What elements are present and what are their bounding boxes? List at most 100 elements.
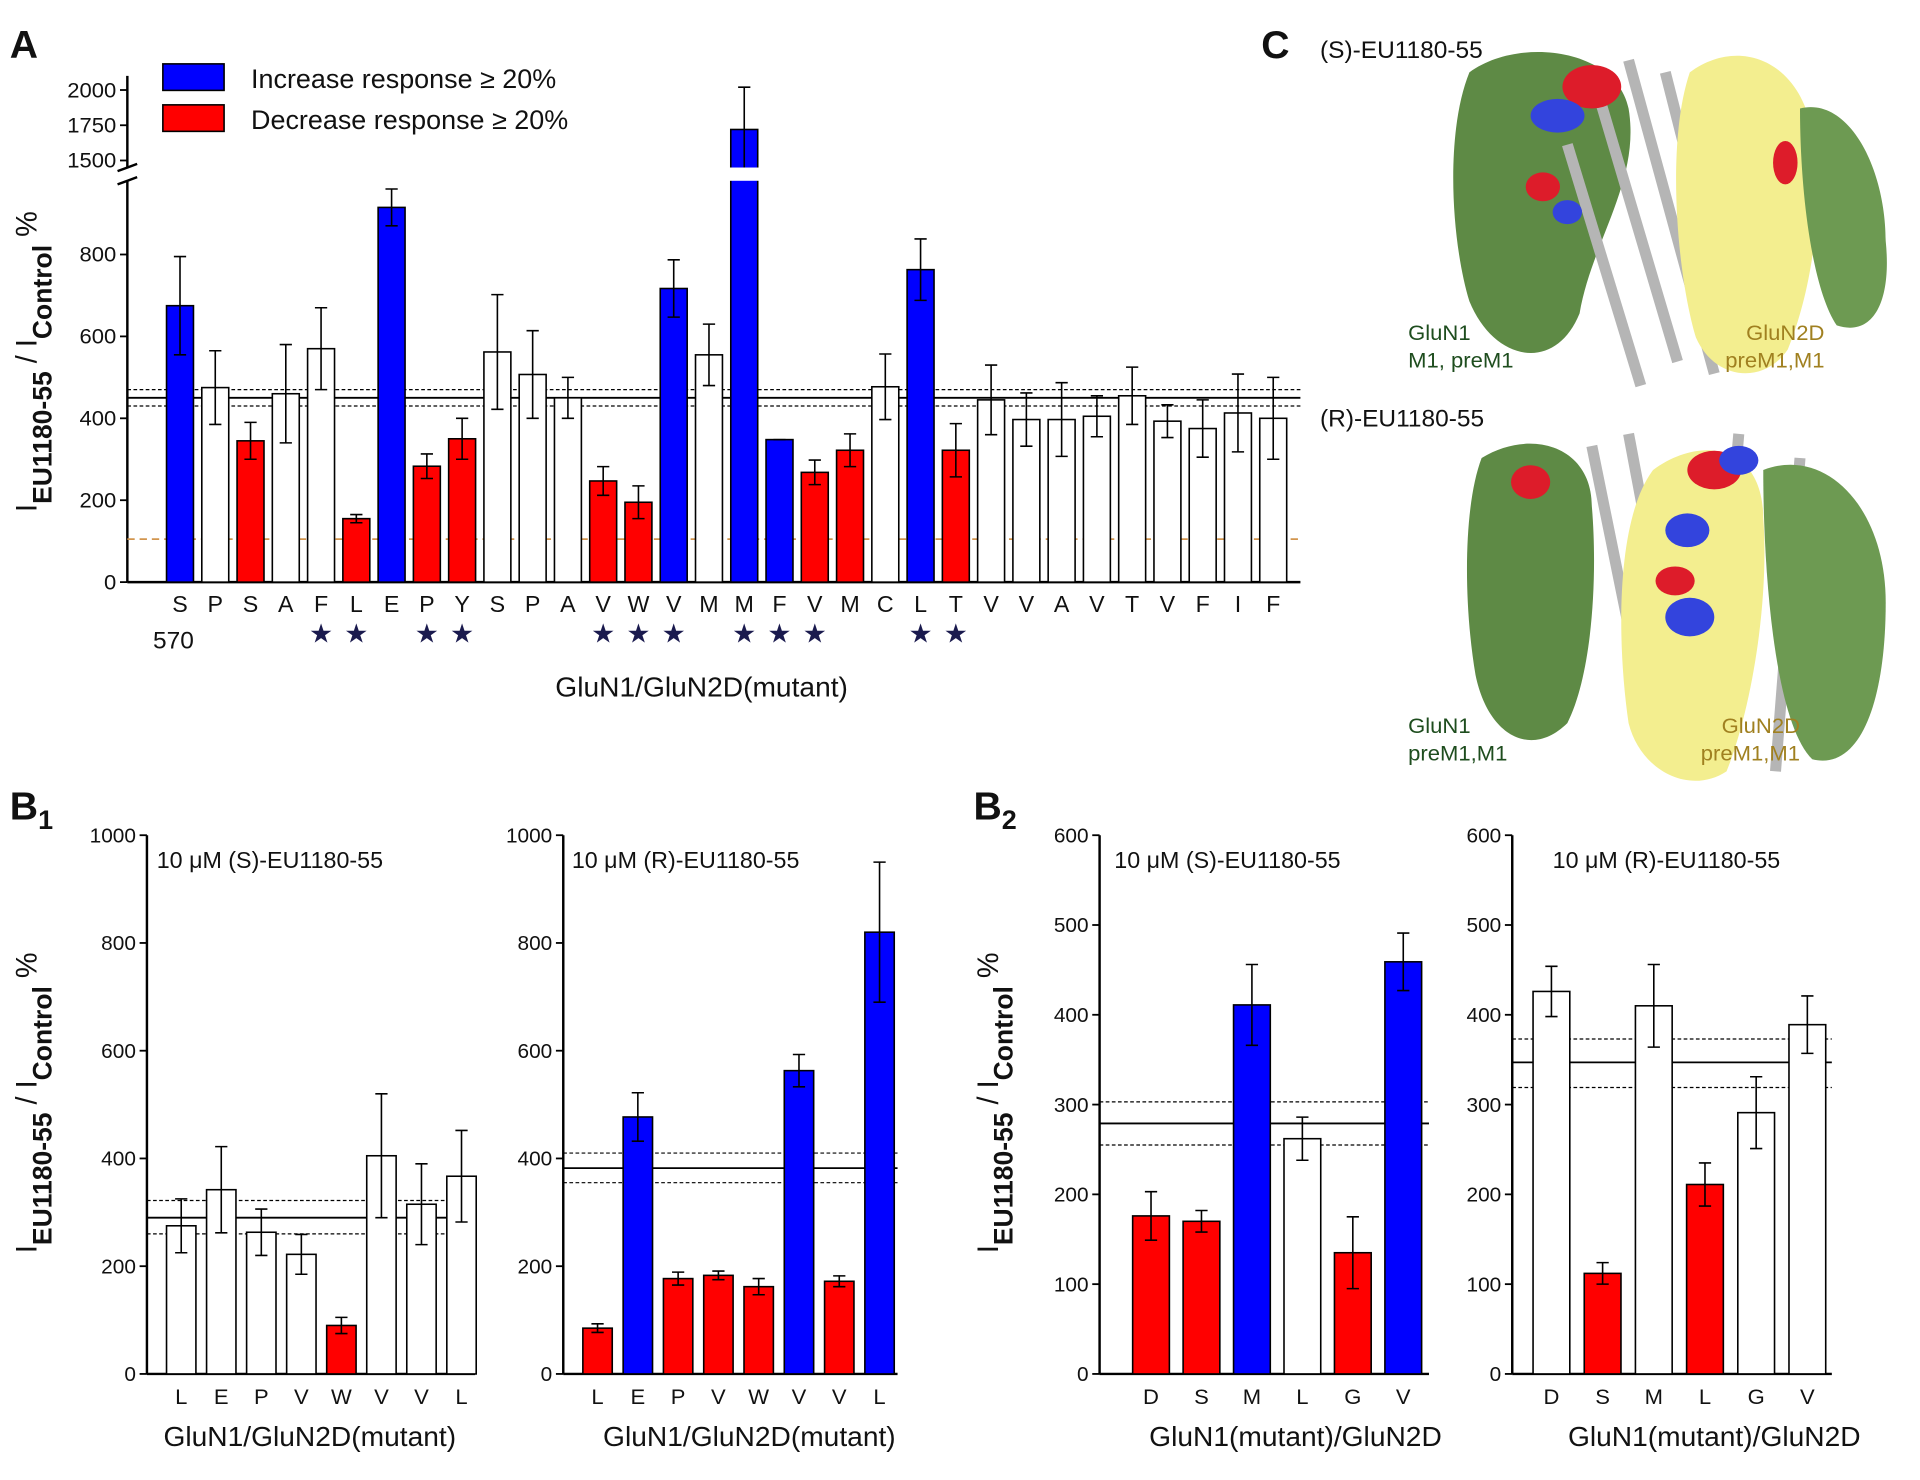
- x-tick-label: L: [873, 1384, 885, 1409]
- x-axis-label: GluN1/GluN2D(mutant): [603, 1421, 896, 1452]
- bar: [864, 931, 896, 1375]
- x-tick-label: E: [630, 1384, 645, 1409]
- bar: [906, 268, 935, 583]
- y-axis-label-part: / I: [12, 1080, 44, 1112]
- bar: [835, 449, 865, 583]
- subunit-label: GluN1: [1408, 713, 1470, 738]
- y-tick-label: 600: [518, 1040, 553, 1063]
- error-bar: [295, 1233, 308, 1276]
- error-bar: [175, 1198, 188, 1254]
- bar: [1082, 415, 1112, 583]
- x-tick-label: V: [807, 591, 823, 617]
- error-bar: [375, 1093, 388, 1219]
- error-bar: [949, 422, 962, 478]
- y-axis-label: IEU1180-55 / IControl %: [12, 952, 58, 1253]
- panel-label-letter: A: [10, 24, 38, 67]
- y-axis-label-part: %: [973, 952, 1005, 986]
- x-tick-label: D: [1143, 1384, 1159, 1409]
- x-tick-label: V: [983, 591, 999, 617]
- y-tick-label: 400: [1466, 1004, 1501, 1027]
- x-tick-label: M: [735, 591, 754, 617]
- y-tick-label: 600: [1054, 825, 1089, 848]
- x-axis-label: GluN1(mutant)/GluN2D: [1149, 1421, 1442, 1452]
- x-tick-label: F: [772, 591, 786, 617]
- y-tick-label: 200: [1054, 1184, 1089, 1207]
- error-bar: [712, 1270, 725, 1281]
- x-axis-label: GluN1/GluN2D(mutant): [555, 672, 848, 703]
- error-bar: [209, 349, 222, 426]
- x-tick-label: V: [1800, 1384, 1815, 1409]
- y-tick-label: 300: [1466, 1094, 1501, 1117]
- bar: [1283, 1137, 1322, 1375]
- bar: [1232, 1004, 1272, 1375]
- bar: [1131, 1215, 1171, 1375]
- panel-label: B1: [10, 786, 53, 835]
- y-tick-label: 800: [80, 242, 117, 267]
- error-bar: [1245, 963, 1259, 1047]
- error-bar: [456, 417, 469, 461]
- annotation: 10 μM (S)-EU1180-55: [157, 847, 383, 873]
- significance-star: ★: [767, 619, 791, 649]
- bar: [729, 128, 759, 583]
- error-bar: [1346, 1216, 1359, 1290]
- x-tick-label: V: [414, 1384, 429, 1409]
- y-tick-label: 0: [124, 1363, 136, 1386]
- y-tick-label: 400: [101, 1148, 136, 1171]
- error-bar: [984, 364, 998, 436]
- bar: [765, 438, 794, 583]
- error-bar: [173, 255, 187, 356]
- y-tick-label: 100: [1466, 1274, 1501, 1297]
- bar: [1384, 961, 1423, 1375]
- bar: [662, 1277, 694, 1375]
- bar: [1182, 1220, 1221, 1375]
- x-tick-label: F: [314, 591, 328, 617]
- error-bar: [752, 1277, 765, 1296]
- error-bar: [491, 293, 504, 411]
- x-tick-label: P: [254, 1384, 269, 1409]
- y-tick-label: 2000: [67, 77, 116, 102]
- bar: [659, 287, 688, 583]
- panel-label-letter: B: [10, 786, 38, 829]
- error-bar: [843, 433, 857, 468]
- x-tick-label: D: [1543, 1384, 1559, 1409]
- significance-star: ★: [626, 619, 650, 649]
- x-tick-label: Y: [454, 591, 470, 617]
- y-tick-label: 0: [1490, 1363, 1502, 1386]
- x-tick-label: L: [350, 591, 363, 617]
- error-bar: [873, 861, 886, 1004]
- x-tick-label: P: [671, 1384, 686, 1409]
- y-tick-label: 1000: [90, 825, 136, 848]
- error-bar: [1698, 1162, 1712, 1207]
- error-bar: [1267, 376, 1280, 461]
- error-bar: [1647, 963, 1660, 1048]
- y-tick-label: 1500: [67, 148, 116, 173]
- annotation: 10 μM (S)-EU1180-55: [1114, 847, 1340, 873]
- x-tick-label: V: [294, 1384, 309, 1409]
- bar: [1583, 1272, 1622, 1375]
- bar: [377, 206, 406, 583]
- y-axis-label: IEU1180-55 / IControl %: [12, 211, 58, 512]
- error-bar: [215, 1145, 228, 1234]
- error-bar: [1055, 381, 1068, 458]
- y-tick-label: 1750: [67, 113, 116, 138]
- significance-star: ★: [591, 619, 615, 649]
- error-bar: [914, 238, 927, 302]
- x-tick-label: L: [591, 1384, 603, 1409]
- panel-label-letter: B: [973, 786, 1001, 829]
- subunit-label: preM1,M1: [1408, 741, 1507, 766]
- y-axis-label-part: EU1180-55: [988, 1112, 1018, 1245]
- x-tick-label: M: [1645, 1384, 1663, 1409]
- significance-star: ★: [415, 619, 439, 649]
- bar: [743, 1285, 775, 1375]
- x-tick-label: P: [525, 591, 541, 617]
- residue-number: 570: [153, 628, 194, 655]
- bar: [447, 437, 477, 583]
- y-axis-label-part: I: [12, 1245, 44, 1253]
- subunit-label: preM1,M1: [1701, 741, 1800, 766]
- error-bar: [597, 465, 610, 497]
- error-bar: [314, 306, 328, 391]
- y-tick-label: 500: [1054, 914, 1089, 937]
- y-axis-label-part: EU1180-55: [27, 371, 57, 504]
